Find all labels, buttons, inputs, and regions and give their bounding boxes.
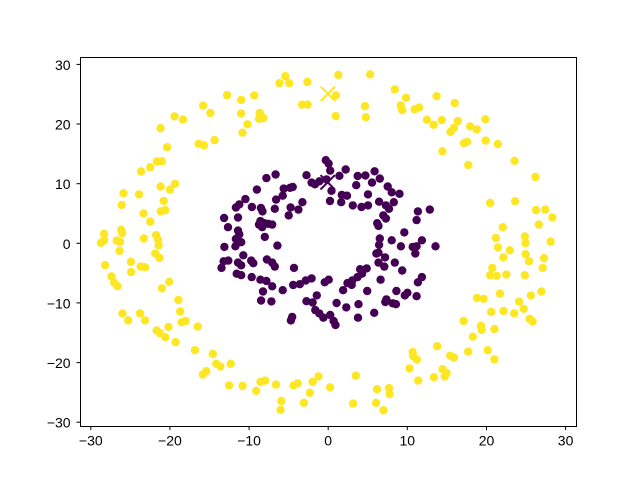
svg-text:−20: −20	[47, 355, 71, 371]
svg-text:−30: −30	[47, 415, 71, 431]
svg-text:−30: −30	[79, 432, 103, 448]
svg-text:−20: −20	[158, 432, 182, 448]
svg-text:−10: −10	[237, 432, 261, 448]
svg-text:20: 20	[55, 117, 71, 133]
svg-text:0: 0	[63, 236, 71, 252]
svg-text:10: 10	[55, 176, 71, 192]
svg-text:0: 0	[324, 432, 332, 448]
svg-text:20: 20	[479, 432, 495, 448]
svg-text:30: 30	[55, 57, 71, 73]
svg-text:30: 30	[558, 432, 574, 448]
svg-text:−10: −10	[47, 295, 71, 311]
svg-text:10: 10	[400, 432, 416, 448]
